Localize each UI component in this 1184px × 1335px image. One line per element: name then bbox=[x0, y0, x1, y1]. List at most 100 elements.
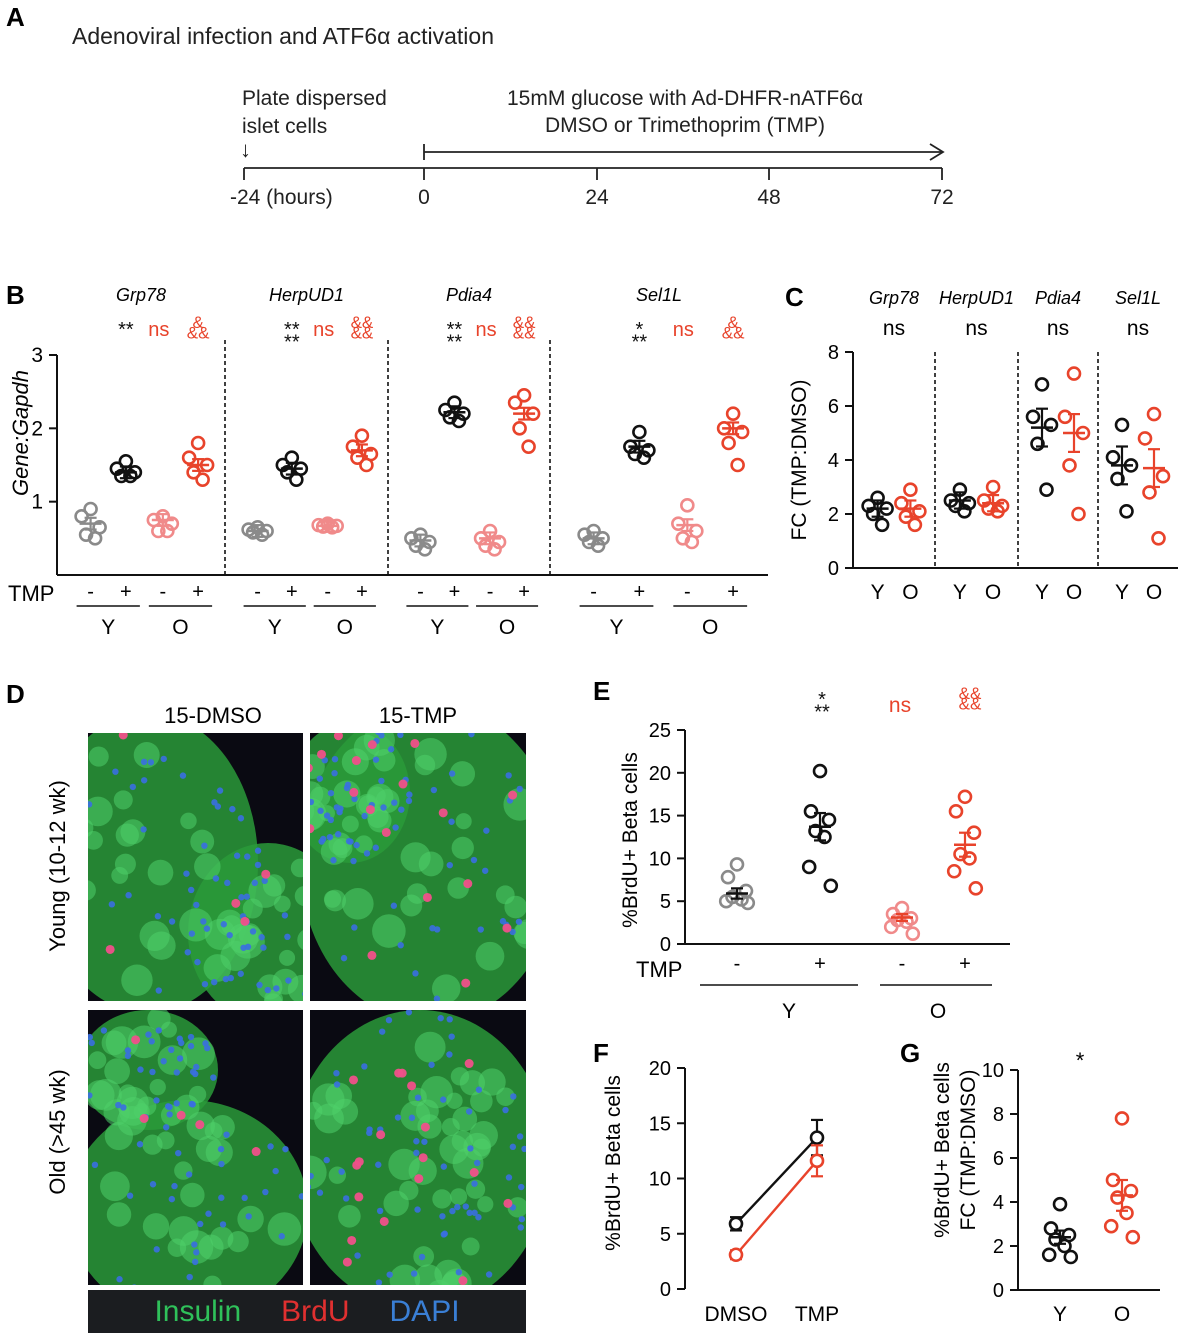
c-point bbox=[1155, 468, 1171, 484]
insulin-cell bbox=[142, 1134, 163, 1155]
dapi-nucleus bbox=[440, 1163, 447, 1170]
insulin-cell bbox=[267, 1212, 302, 1246]
insulin-cell bbox=[414, 1031, 446, 1063]
panel-b-ylabel: Gene:Gapdh bbox=[8, 370, 33, 496]
dapi-nucleus bbox=[418, 1253, 426, 1261]
dapi-nucleus bbox=[310, 1172, 314, 1180]
dapi-nucleus bbox=[390, 902, 398, 909]
insulin-cell bbox=[465, 1179, 486, 1199]
insulin-cell bbox=[514, 919, 526, 949]
b-point bbox=[83, 501, 98, 517]
b-point bbox=[491, 534, 507, 550]
brdu-nucleus bbox=[365, 805, 375, 815]
dapi-nucleus bbox=[398, 806, 405, 813]
dapi-nucleus bbox=[176, 1035, 183, 1042]
dapi-nucleus bbox=[483, 827, 490, 834]
brdu-nucleus bbox=[351, 756, 361, 766]
b-point bbox=[280, 465, 295, 480]
b-point bbox=[641, 443, 656, 458]
e-point bbox=[720, 869, 736, 885]
g-ytick-label: 2 bbox=[993, 1236, 1004, 1258]
b-tmp-sign: - bbox=[87, 581, 94, 603]
dapi-nucleus bbox=[334, 831, 342, 838]
col-label-dmso: 15-DMSO bbox=[164, 703, 262, 728]
b-point bbox=[577, 527, 592, 542]
insulin-cell bbox=[441, 1117, 460, 1136]
dapi-nucleus bbox=[518, 1183, 525, 1191]
e-point bbox=[962, 851, 977, 866]
e-tmp-sign: - bbox=[734, 953, 741, 975]
b-point bbox=[74, 509, 89, 524]
insulin-cell bbox=[204, 918, 236, 950]
b-tmp-sign: - bbox=[417, 581, 424, 603]
dapi-nucleus bbox=[448, 1033, 455, 1040]
micrograph-young-dmso bbox=[88, 733, 303, 1001]
brdu-nucleus bbox=[503, 1198, 513, 1208]
insulin-cell bbox=[180, 812, 197, 830]
dapi-nucleus bbox=[125, 892, 132, 899]
panel-f-ylabel: %BrdU+ Beta cells bbox=[602, 1075, 625, 1251]
dapi-nucleus bbox=[187, 1033, 195, 1041]
dapi-nucleus bbox=[392, 824, 399, 831]
insulin-cell bbox=[470, 1089, 493, 1113]
dapi-nucleus bbox=[153, 1246, 160, 1253]
insulin-cell bbox=[117, 1106, 147, 1136]
dapi-nucleus bbox=[188, 930, 196, 937]
dapi-nucleus bbox=[509, 1143, 517, 1151]
brdu-nucleus bbox=[464, 1059, 474, 1069]
dapi-nucleus bbox=[200, 918, 207, 925]
insulin-cell bbox=[205, 1138, 233, 1167]
dapi-nucleus bbox=[185, 1171, 193, 1178]
e-point bbox=[883, 919, 899, 935]
dapi-nucleus bbox=[192, 1070, 199, 1078]
dapi-nucleus bbox=[454, 1203, 461, 1211]
plate-label-line2: islet cells bbox=[242, 115, 327, 138]
brdu-nucleus bbox=[379, 1216, 389, 1226]
dapi-nucleus bbox=[347, 838, 354, 845]
brdu-nucleus bbox=[367, 950, 377, 960]
dapi-nucleus bbox=[437, 1014, 444, 1022]
dapi-nucleus bbox=[173, 1069, 180, 1076]
dapi-nucleus bbox=[317, 807, 324, 815]
c-point bbox=[1119, 503, 1134, 519]
insulin-cell bbox=[88, 880, 96, 901]
b-point bbox=[451, 413, 467, 429]
dapi-nucleus bbox=[330, 857, 337, 864]
timeline-ticks: -24 (hours) 0 24 48 72 bbox=[230, 168, 954, 209]
dapi-nucleus bbox=[448, 770, 456, 777]
micrograph-young-dmso-image bbox=[88, 733, 303, 1001]
c-young-label: Y bbox=[1115, 581, 1129, 604]
dapi-nucleus bbox=[318, 838, 325, 845]
dapi-nucleus bbox=[521, 1145, 526, 1153]
dapi-nucleus bbox=[406, 791, 413, 798]
insulin-cell bbox=[400, 842, 431, 873]
e-young-label: Y bbox=[782, 1000, 796, 1023]
dapi-nucleus bbox=[386, 1271, 393, 1278]
dapi-nucleus bbox=[196, 1220, 204, 1228]
b-point bbox=[516, 388, 532, 403]
dapi-nucleus bbox=[502, 1106, 509, 1114]
dapi-nucleus bbox=[216, 787, 224, 794]
dapi-nucleus bbox=[223, 1131, 230, 1138]
brdu-nucleus bbox=[367, 740, 377, 750]
f-point bbox=[728, 1247, 744, 1263]
dapi-nucleus bbox=[333, 1081, 341, 1088]
dapi-nucleus bbox=[201, 842, 208, 849]
dapi-nucleus bbox=[351, 795, 358, 803]
g-ytick-label: 10 bbox=[982, 1060, 1004, 1082]
c-ytick-label: 6 bbox=[828, 396, 839, 418]
dapi-nucleus bbox=[179, 772, 187, 779]
c-point bbox=[1039, 482, 1054, 498]
dapi-nucleus bbox=[175, 1149, 182, 1157]
g-point bbox=[1057, 1238, 1072, 1254]
c-point bbox=[1062, 458, 1077, 473]
brdu-nucleus bbox=[420, 1122, 430, 1132]
brdu-nucleus bbox=[469, 1167, 479, 1177]
insulin-cell bbox=[287, 974, 303, 1001]
insulin-cell bbox=[133, 741, 160, 768]
c-point bbox=[1043, 417, 1059, 433]
insulin-cell bbox=[446, 1092, 463, 1109]
dapi-nucleus bbox=[194, 958, 201, 966]
b-tmp-sign: - bbox=[254, 581, 261, 603]
